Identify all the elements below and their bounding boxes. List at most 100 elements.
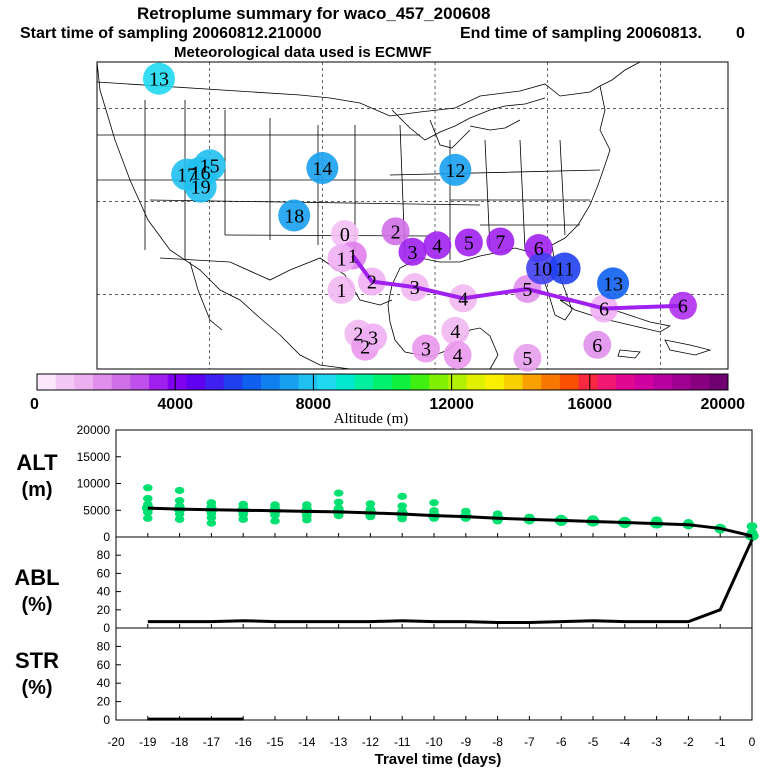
colorbar-swatch bbox=[541, 374, 561, 390]
panel-frame bbox=[115, 627, 753, 721]
alt-spread-point bbox=[333, 489, 344, 497]
x-axis-title: Travel time (days) bbox=[375, 751, 502, 768]
x-tick-label: -1 bbox=[715, 735, 726, 749]
x-tick-label: -10 bbox=[425, 735, 443, 749]
x-tick-label: -5 bbox=[588, 735, 599, 749]
x-tick-label: -20 bbox=[107, 735, 125, 749]
alt-spread-point bbox=[143, 494, 153, 503]
plume-circle bbox=[454, 228, 483, 257]
plume-circle bbox=[327, 275, 356, 304]
colorbar-swatch bbox=[55, 374, 75, 390]
plume-circle bbox=[486, 227, 515, 256]
x-tick-label: -19 bbox=[139, 735, 157, 749]
baja-california bbox=[189, 261, 223, 331]
colorbar-swatch bbox=[671, 374, 692, 390]
colorbar-swatch bbox=[615, 374, 636, 390]
sampling-end-tail: 0 bbox=[736, 25, 745, 42]
plume-day-label: 1 bbox=[348, 246, 358, 268]
plume-circles bbox=[142, 62, 697, 372]
abl-line bbox=[147, 539, 754, 625]
y-tick-label: 80 bbox=[97, 548, 111, 562]
y-tick-label: 80 bbox=[97, 639, 111, 653]
panel-str: STR (%) 0 20 40 60 80 bbox=[15, 627, 753, 727]
panel-ylabel: ALT bbox=[16, 450, 58, 475]
trajectory-path bbox=[351, 254, 683, 311]
panel-frame bbox=[115, 536, 753, 629]
plume-day-label: 11 bbox=[555, 259, 574, 281]
us-canada-border bbox=[96, 81, 601, 117]
x-tick-label: -12 bbox=[362, 735, 380, 749]
colorbar-title: Altitude (m) bbox=[334, 411, 409, 427]
x-tick-label: 0 bbox=[749, 735, 756, 749]
colorbar-swatch bbox=[690, 374, 710, 390]
alt-spread-point bbox=[746, 522, 758, 531]
colorbar-tick-label: 12000 bbox=[429, 396, 474, 413]
pacific-coast bbox=[96, 61, 351, 370]
plume-day-label: 7 bbox=[495, 232, 505, 254]
colorbar-tick-label: 20000 bbox=[701, 396, 746, 413]
plume-day-label: 13 bbox=[149, 69, 169, 91]
plume-day-label: 4 bbox=[453, 345, 463, 367]
plume-circle bbox=[583, 330, 612, 359]
x-tick-label: -6 bbox=[556, 735, 567, 749]
colorbar-swatch bbox=[279, 374, 299, 390]
y-tick-label: 40 bbox=[97, 585, 111, 599]
plume-day-label: 6 bbox=[678, 296, 688, 318]
y-tick-label: 20 bbox=[97, 603, 111, 617]
colorbar-swatch bbox=[298, 374, 318, 390]
panel-abl: ABL (%) 0 20 40 60 80 bbox=[14, 536, 754, 635]
plume-day-label: 2 bbox=[360, 337, 370, 359]
plume-day-label: 19 bbox=[191, 177, 211, 199]
y-tick-label: 5000 bbox=[83, 503, 110, 517]
x-tick-label: -17 bbox=[203, 735, 221, 749]
plume-day-label: 14 bbox=[312, 158, 332, 180]
y-tick-label: 60 bbox=[97, 658, 111, 672]
alt-spread-point bbox=[174, 486, 185, 495]
colorbar-swatch bbox=[261, 374, 281, 390]
colorbar-tick-label: 8000 bbox=[296, 396, 332, 413]
y-tick-label: 0 bbox=[103, 713, 110, 727]
colorbar-swatch bbox=[74, 374, 94, 390]
plume-day-label: 18 bbox=[284, 206, 304, 228]
colorbar-swatch bbox=[709, 374, 729, 390]
hispaniola bbox=[664, 339, 712, 356]
lake-erie bbox=[469, 119, 521, 131]
alt-spread-point bbox=[143, 484, 153, 492]
y-tick-label: 15000 bbox=[77, 450, 111, 464]
colorbar-swatch bbox=[597, 374, 617, 390]
y-tick-label: 0 bbox=[103, 621, 110, 635]
colorbar-swatch bbox=[447, 374, 468, 390]
colorbar-swatch bbox=[167, 374, 187, 390]
plume-day-label: 3 bbox=[368, 327, 378, 349]
colorbar-swatch bbox=[503, 374, 524, 390]
plume-circle bbox=[526, 252, 559, 285]
colorbar-swatch bbox=[317, 374, 337, 390]
plume-day-label: 0 bbox=[340, 224, 350, 246]
panel-ylabel: ABL bbox=[14, 565, 59, 590]
plume-circle bbox=[184, 170, 217, 203]
alt-spread-point bbox=[333, 498, 344, 506]
plume-day-label: 16 bbox=[191, 163, 211, 185]
x-tick-label: -9 bbox=[460, 735, 471, 749]
colorbar-swatch bbox=[391, 374, 412, 390]
plume-day-label: 2 bbox=[367, 272, 377, 294]
y-tick-label: 10000 bbox=[77, 477, 111, 491]
colorbar-swatch bbox=[429, 374, 449, 390]
alt-spread-point bbox=[174, 515, 185, 523]
plume-day-label: 2 bbox=[391, 221, 401, 243]
x-tick-label: -16 bbox=[235, 735, 253, 749]
plume-day-label: 13 bbox=[603, 273, 623, 295]
colorbar-swatch bbox=[410, 374, 430, 390]
plume-day-label: 17 bbox=[177, 165, 197, 187]
panel-ylabel: STR bbox=[15, 648, 59, 673]
x-tick-label: -7 bbox=[524, 735, 535, 749]
alt-spread-point bbox=[143, 514, 153, 522]
panel-alt: ALT (m) 0 5000 10000 15000 20000 bbox=[16, 423, 759, 544]
sampling-end: End time of sampling 20060813. bbox=[460, 25, 702, 42]
alt-mean-line bbox=[147, 506, 753, 538]
x-tick-label: -8 bbox=[492, 735, 503, 749]
x-tick-label: -18 bbox=[171, 735, 189, 749]
plume-day-label: 4 bbox=[432, 235, 442, 257]
